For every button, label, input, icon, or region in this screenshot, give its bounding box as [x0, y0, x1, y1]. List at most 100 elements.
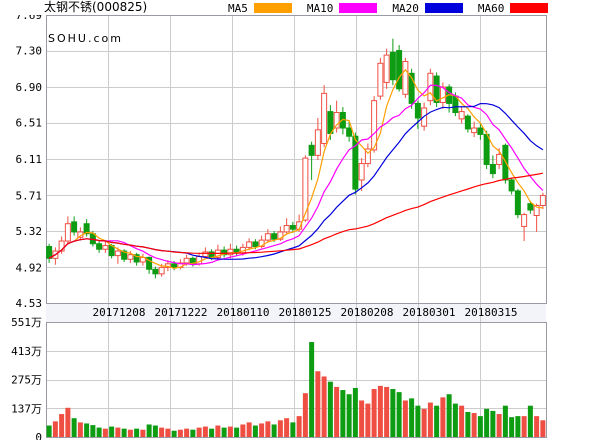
volume-bar	[284, 418, 290, 437]
price-tick-label: 6.11	[16, 153, 43, 166]
volume-bar	[146, 424, 152, 437]
candle-body	[96, 243, 103, 250]
volume-axis-labels: 551万 413万 275万 137万 0	[11, 316, 42, 440]
candle-body	[71, 221, 78, 233]
price-tick-label: 5.71	[16, 189, 43, 202]
candle-body	[46, 245, 53, 259]
volume-bar	[402, 400, 408, 437]
candle-body	[402, 60, 409, 95]
candle-body	[521, 214, 528, 227]
candle-body	[102, 245, 109, 250]
volume-bar	[184, 428, 190, 437]
candle-body	[471, 127, 478, 134]
candle-body	[302, 157, 309, 221]
date-label: 20180208	[341, 306, 394, 319]
volume-bar	[259, 423, 265, 437]
volume-bar	[252, 425, 258, 437]
ma-legend: MA5 MA10 MA20 MA60	[228, 2, 549, 15]
volume-tick-label: 0	[35, 431, 42, 440]
volume-bar	[346, 394, 352, 437]
candle-body	[183, 257, 190, 264]
volume-bar	[152, 425, 158, 437]
volume-bar	[390, 388, 396, 437]
date-label: 20171208	[93, 306, 146, 319]
volume-bar	[327, 381, 333, 437]
legend-swatch-ma5	[253, 3, 292, 13]
candle-body	[264, 233, 271, 241]
legend-item-ma10: MA10	[307, 2, 378, 15]
sohu-watermark: SOHU.com	[48, 32, 123, 45]
candle-body	[414, 102, 421, 119]
candle-body	[133, 254, 140, 263]
legend-item-ma20: MA20	[392, 2, 463, 15]
candle-body	[352, 135, 359, 190]
volume-bar	[527, 405, 533, 437]
volume-bar	[359, 400, 365, 437]
price-tick-label: 6.90	[16, 81, 43, 94]
volume-bar	[52, 421, 58, 437]
volume-bar	[352, 387, 358, 437]
volume-bar	[384, 386, 390, 437]
volume-bar	[340, 390, 346, 437]
volume-bar	[190, 429, 196, 437]
volume-bars	[46, 342, 546, 437]
candle-body	[377, 62, 384, 97]
volume-bar	[465, 411, 471, 437]
ma10-line	[48, 84, 544, 266]
date-label: 20171222	[155, 306, 208, 319]
candle-body	[121, 250, 128, 260]
volume-bar	[109, 426, 115, 437]
volume-bar	[46, 425, 52, 437]
volume-tick-label: 275万	[11, 374, 42, 387]
candle-body	[358, 163, 365, 181]
volume-bar	[227, 426, 233, 437]
candle-body	[477, 127, 484, 135]
price-tick-label: 4.92	[16, 261, 43, 274]
candle-body	[127, 254, 134, 260]
candle-body	[152, 268, 159, 275]
candle-body	[383, 54, 390, 83]
candle-body	[202, 251, 209, 258]
candle-body	[114, 250, 121, 257]
candle-body	[308, 144, 315, 156]
volume-tick-label: 551万	[11, 316, 42, 329]
volume-bar	[209, 428, 215, 437]
legend-label-ma5: MA5	[228, 1, 248, 15]
candle-body	[489, 163, 496, 175]
legend-swatch-ma20	[424, 3, 463, 13]
volume-bar	[365, 403, 371, 437]
volume-bar	[315, 371, 321, 437]
candle-body	[464, 115, 471, 130]
volume-bar	[102, 428, 108, 437]
candle-body	[314, 129, 321, 156]
candle-body	[533, 204, 540, 217]
volume-bar	[171, 430, 177, 437]
volume-bar	[521, 416, 527, 437]
legend-item-ma5: MA5	[228, 2, 292, 15]
volume-bar	[115, 427, 121, 437]
candle-body	[346, 127, 353, 137]
candle-body	[539, 194, 546, 206]
candle-body	[271, 233, 278, 240]
candle-body	[396, 50, 403, 90]
candle-body	[527, 203, 534, 211]
volume-bar	[221, 427, 227, 437]
date-label: 20180301	[403, 306, 456, 319]
volume-bar	[159, 427, 165, 437]
volume-bar	[246, 422, 252, 437]
date-label: 20180125	[279, 306, 332, 319]
legend-swatch-ma60	[510, 3, 549, 13]
volume-bar	[427, 402, 433, 437]
volume-panel-frame	[46, 322, 547, 438]
volume-bar	[234, 427, 240, 437]
candle-body	[246, 241, 253, 248]
volume-bar	[59, 414, 65, 437]
volume-bar	[540, 420, 546, 437]
candle-body	[514, 190, 521, 216]
volume-bar	[409, 398, 415, 437]
volume-bar	[321, 376, 327, 437]
candle-body	[146, 256, 153, 270]
candle-body	[164, 263, 171, 268]
candle-body	[321, 92, 328, 145]
candle-body	[333, 112, 340, 129]
